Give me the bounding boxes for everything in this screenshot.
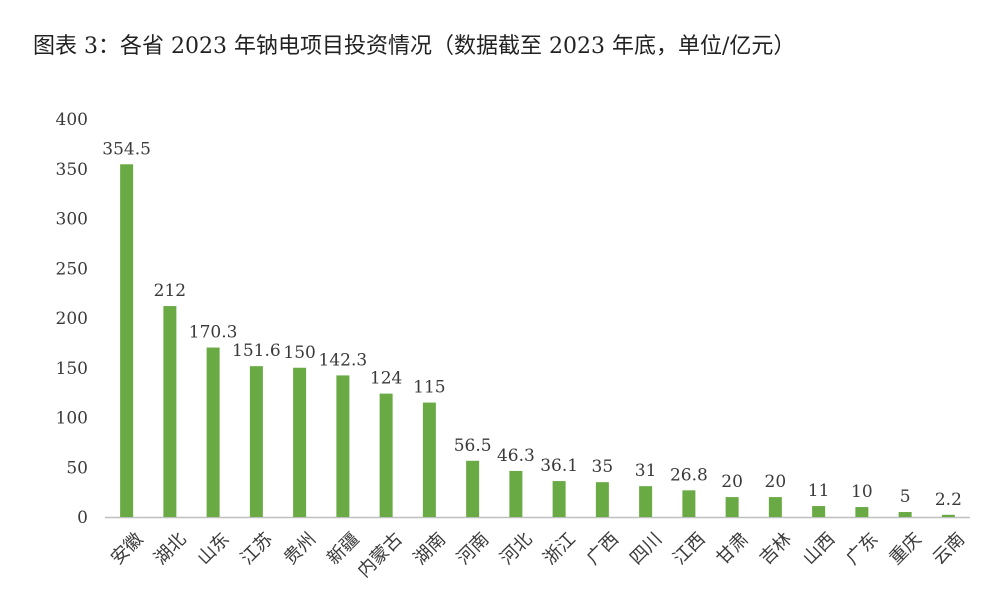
bar-吉林 — [768, 497, 782, 517]
data-label: 46.3 — [497, 446, 535, 466]
bar-新疆 — [336, 375, 350, 517]
bar-重庆 — [898, 512, 912, 517]
bar-河北 — [509, 470, 523, 517]
data-label: 212 — [154, 281, 186, 301]
y-tick-label: 0 — [77, 508, 88, 528]
x-category-label: 江苏 — [237, 529, 277, 569]
data-label: 11 — [808, 481, 830, 501]
data-label: 142.3 — [319, 350, 368, 370]
x-category-label: 江西 — [669, 529, 709, 569]
y-tick-label: 100 — [56, 409, 88, 429]
bar-江西 — [682, 490, 696, 517]
x-category-label: 山东 — [193, 529, 233, 569]
chart-title: 图表 3：各省 2023 年钠电项目投资情况（数据截至 2023 年底，单位/亿… — [33, 34, 796, 59]
data-label: 115 — [413, 378, 445, 398]
data-label: 151.6 — [232, 341, 281, 361]
data-label: 20 — [765, 472, 787, 492]
y-tick-label: 150 — [56, 359, 88, 379]
x-category-label: 浙江 — [539, 529, 579, 569]
bar-广东 — [855, 507, 869, 517]
bar-广西 — [595, 482, 609, 517]
bar-内蒙古 — [379, 393, 393, 517]
bar-甘肃 — [725, 497, 739, 517]
data-label: 35 — [592, 457, 614, 477]
x-category-label: 吉林 — [756, 529, 796, 569]
bar-四川 — [639, 486, 653, 517]
bar-浙江 — [552, 481, 566, 517]
data-label: 36.1 — [540, 456, 578, 476]
x-category-label: 云南 — [929, 529, 969, 569]
bar-江苏 — [249, 366, 263, 517]
data-label: 124 — [370, 369, 402, 389]
bar-湖北 — [163, 306, 177, 517]
data-label: 2.2 — [935, 490, 962, 510]
data-label: 26.8 — [670, 465, 708, 485]
x-category-label: 广东 — [842, 529, 882, 569]
data-label: 56.5 — [454, 436, 492, 456]
x-category-label: 重庆 — [885, 529, 925, 569]
y-tick-label: 350 — [56, 160, 88, 180]
x-category-label: 贵州 — [280, 529, 320, 569]
y-tick-label: 250 — [56, 259, 88, 279]
x-category-label: 广西 — [583, 529, 623, 569]
data-label: 150 — [283, 343, 315, 363]
x-category-label: 山西 — [799, 529, 839, 569]
x-category-label: 内蒙古 — [354, 529, 407, 582]
bar-安徽 — [120, 164, 134, 517]
data-label: 20 — [721, 472, 743, 492]
y-axis-ticks: 0 50 100 150 200 250 300 350 400 — [56, 110, 88, 528]
y-tick-label: 400 — [56, 110, 88, 130]
bar-山西 — [812, 506, 826, 517]
x-category-label: 湖北 — [150, 529, 190, 569]
x-category-label: 河北 — [496, 529, 536, 569]
x-category-label: 河南 — [453, 529, 493, 569]
x-category-label: 甘肃 — [712, 529, 752, 569]
data-label: 170.3 — [189, 323, 238, 343]
data-label: 10 — [851, 482, 873, 502]
bars-group — [120, 164, 955, 517]
category-labels-group: 安徽 湖北 山东 江苏 贵州 新疆内蒙古 湖南 河南 河北 浙江 广西 四川 江西 甘肃 吉林 山西 广东 重庆云… — [107, 529, 969, 582]
bar-河南 — [466, 460, 480, 517]
x-category-label: 安徽 — [107, 529, 147, 569]
x-category-label: 湖南 — [410, 529, 450, 569]
y-tick-label: 200 — [56, 309, 88, 329]
y-tick-label: 50 — [66, 458, 88, 478]
bar-云南 — [941, 514, 955, 517]
bar-山东 — [206, 347, 220, 517]
x-category-label: 四川 — [626, 529, 666, 569]
data-label: 31 — [635, 461, 657, 481]
data-label: 354.5 — [102, 139, 151, 159]
y-tick-label: 300 — [56, 210, 88, 230]
data-label: 5 — [900, 487, 911, 507]
bar-贵州 — [293, 367, 307, 517]
bar-湖南 — [422, 402, 436, 517]
